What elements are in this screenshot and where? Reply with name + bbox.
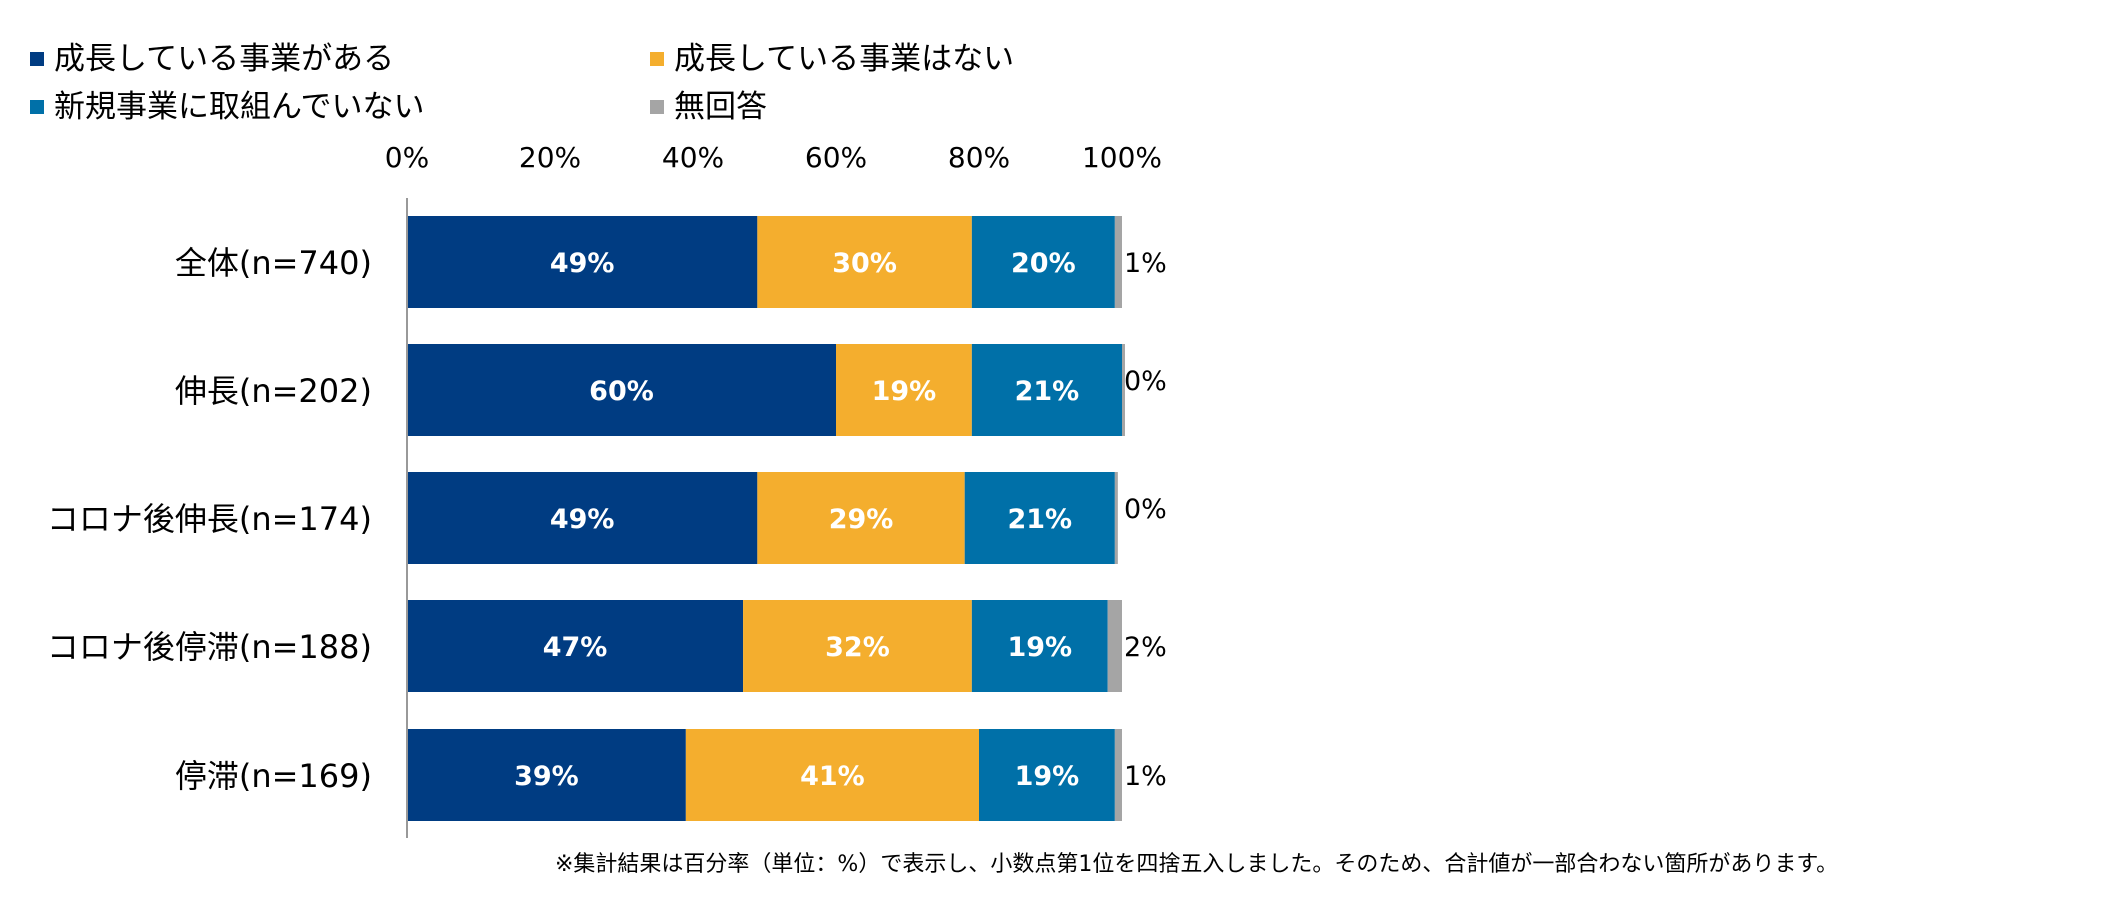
bar-segment	[407, 216, 758, 308]
bar-segment	[757, 472, 965, 564]
legend-swatch-no-new-business	[30, 100, 44, 114]
bar-segment	[964, 472, 1115, 564]
bar-segment	[971, 600, 1108, 692]
bar-segment	[407, 600, 744, 692]
data-label: 19%	[872, 376, 937, 407]
bar-segment	[836, 344, 972, 436]
category-labels: 全体(n=740) 伸長(n=202) コロナ後伸長(n=174) コロナ後停滞(n=…	[47, 244, 372, 795]
data-label: 49%	[550, 504, 615, 535]
x-tick-label: 60%	[805, 141, 867, 174]
data-label: 49%	[550, 248, 615, 279]
bar-segment	[979, 729, 1115, 821]
legend-swatch-not-growing	[650, 52, 664, 66]
legend-item-not-growing: 成長している事業はない	[650, 38, 1150, 80]
x-tick-label: 0%	[385, 141, 429, 174]
x-axis-ticks: 0% 20% 40% 60% 80% 100%	[385, 141, 1162, 174]
category-label: 停滞(n=169)	[175, 757, 372, 795]
bar-segment	[1122, 344, 1125, 436]
data-label: 21%	[1007, 504, 1072, 535]
data-label: 20%	[1011, 248, 1076, 279]
category-label: コロナ後伸長(n=174)	[47, 500, 372, 538]
bar-segment	[1107, 600, 1122, 692]
data-label: 29%	[829, 504, 894, 535]
bar-segment	[407, 344, 836, 436]
legend-label-not-growing: 成長している事業はない	[674, 40, 1015, 77]
legend-label-no-new-business: 新規事業に取組んでいない	[54, 88, 425, 125]
bar-segment	[1114, 729, 1122, 821]
data-label: 1%	[1124, 248, 1167, 279]
legend: 成長している事業がある 成長している事業はない 新規事業に取組んでいない 無回答	[30, 38, 1150, 128]
legend-item-growing: 成長している事業がある	[30, 38, 650, 80]
data-label: 2%	[1124, 632, 1167, 663]
data-label: 30%	[832, 248, 897, 279]
data-label: 47%	[543, 632, 608, 663]
data-labels: 49% 30% 20% 1% 60% 19% 21% 0% 49% 29% 21% 0% 47% 32% 1…	[514, 248, 1167, 792]
bar-segment	[407, 729, 686, 821]
bars	[407, 216, 1125, 821]
bar-segment	[971, 216, 1115, 308]
data-label: 19%	[1015, 761, 1080, 792]
data-label: 60%	[589, 376, 654, 407]
bar-segment	[1114, 216, 1122, 308]
x-tick-label: 40%	[662, 141, 724, 174]
legend-swatch-growing	[30, 52, 44, 66]
x-tick-label: 100%	[1082, 141, 1162, 174]
bar-segment	[407, 472, 758, 564]
bar-segment	[757, 216, 972, 308]
bar-segment	[971, 344, 1122, 436]
legend-label-growing: 成長している事業がある	[54, 40, 395, 77]
data-label: 21%	[1015, 376, 1080, 407]
data-label: 0%	[1124, 494, 1167, 525]
bar-segment	[685, 729, 979, 821]
data-label: 41%	[800, 761, 865, 792]
x-tick-label: 20%	[519, 141, 581, 174]
data-label: 39%	[514, 761, 579, 792]
footnote: ※集計結果は百分率（単位：%）で表示し、小数点第1位を四捨五入しました。そのため…	[555, 852, 1839, 877]
data-label: 1%	[1124, 761, 1167, 792]
legend-item-no-new-business: 新規事業に取組んでいない	[30, 86, 650, 128]
data-label: 19%	[1007, 632, 1072, 663]
legend-swatch-no-answer	[650, 100, 664, 114]
bar-segment	[743, 600, 972, 692]
x-tick-label: 80%	[948, 141, 1010, 174]
category-label: 伸長(n=202)	[175, 372, 372, 410]
category-label: コロナ後停滞(n=188)	[47, 628, 372, 666]
data-label: 32%	[825, 632, 890, 663]
category-label: 全体(n=740)	[175, 244, 372, 282]
data-label: 0%	[1124, 366, 1167, 397]
bar-segment	[1114, 472, 1118, 564]
legend-label-no-answer: 無回答	[674, 88, 767, 125]
legend-item-no-answer: 無回答	[650, 86, 1150, 128]
